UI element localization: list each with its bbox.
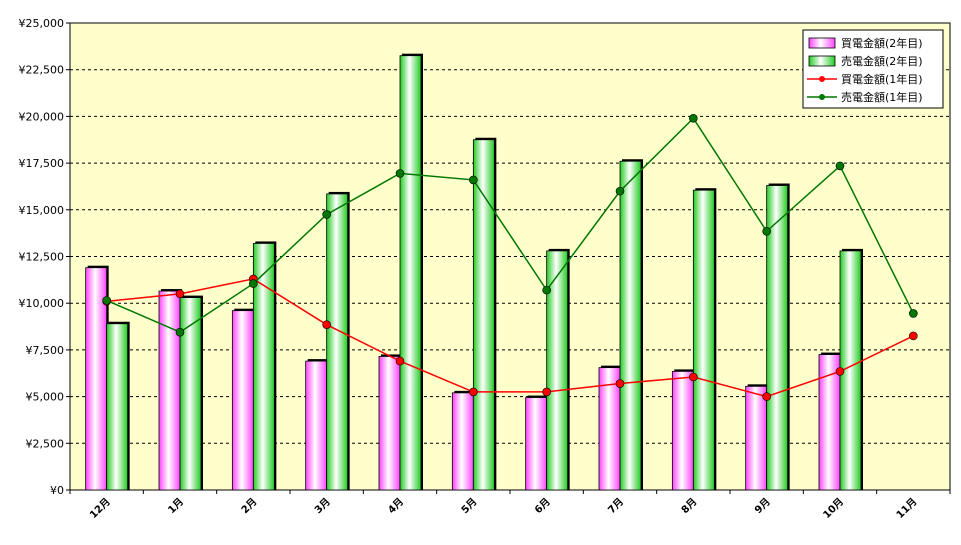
- bar-purchase-year2: [525, 397, 548, 491]
- y-tick-label: ¥5,000: [26, 391, 65, 404]
- y-tick-label: ¥22,500: [19, 64, 65, 77]
- bar-sale-year2: [692, 189, 715, 491]
- x-category-label: 8月: [679, 496, 699, 516]
- legend-marker: [819, 94, 825, 100]
- y-tick-label: ¥25,000: [19, 17, 65, 30]
- y-tick-label: ¥10,000: [19, 297, 65, 310]
- legend-marker: [819, 76, 825, 82]
- bar-sale-year2: [106, 323, 129, 491]
- x-category-label: 6月: [532, 496, 552, 516]
- bar-purchase-year2: [451, 392, 474, 491]
- bar-sale-year2: [619, 160, 642, 491]
- point-sale-year1: [615, 186, 625, 196]
- point-sale-year1: [469, 175, 478, 185]
- bar-purchase-year2: [671, 370, 694, 491]
- line-purchase-year1: [106, 278, 914, 398]
- x-category-label: 3月: [312, 496, 332, 516]
- y-axis-ticks: ¥0 ¥2,500 ¥5,000 ¥7,500 ¥10,000 ¥12,500 ¥15,00…: [19, 17, 70, 497]
- point-sale-year1: [835, 161, 845, 171]
- point-sale-year1: [909, 309, 918, 318]
- bar-purchase-year2: [378, 356, 401, 491]
- legend: 買電金額(2年目) 売電金額(2年目) 買電金額(1年目) 売電金額(1年目): [802, 29, 944, 109]
- point-sale-year1: [689, 113, 698, 123]
- bar-purchase-year2: [305, 360, 328, 491]
- bar-sale-year2: [179, 297, 202, 491]
- point-sale-year1: [762, 226, 771, 236]
- x-category-label: 10月: [821, 496, 846, 521]
- bar-series: [85, 53, 863, 491]
- bar-sale-year2: [252, 243, 275, 491]
- y-tick-label: ¥17,500: [19, 157, 65, 170]
- legend-label: 買電金額(2年目): [841, 36, 923, 50]
- legend-label: 売電金額(2年目): [841, 54, 923, 68]
- point-purchase-year1: [835, 367, 845, 376]
- y-tick-label: ¥0: [50, 484, 64, 497]
- y-tick-label: ¥20,000: [19, 110, 65, 123]
- y-tick-label: ¥15,000: [19, 204, 65, 217]
- line-sale-year1: [106, 117, 915, 334]
- point-sale-year1: [322, 210, 331, 219]
- point-purchase-year1: [469, 387, 478, 397]
- x-axis-ticks: 12月 1月 2月 3月 4月 5月 6月 7月 8月 9月 10月 11月: [69, 490, 951, 521]
- point-purchase-year1: [615, 379, 625, 388]
- legend-swatch: [808, 37, 836, 49]
- x-category-label: 11月: [894, 496, 919, 521]
- point-purchase-year1: [322, 320, 331, 329]
- point-purchase-year1: [689, 372, 698, 382]
- bar-purchase-year2: [745, 385, 768, 491]
- point-purchase-year1: [395, 356, 405, 366]
- line-series: [102, 113, 918, 401]
- bar-sale-year2: [546, 250, 569, 491]
- x-category-label: 12月: [87, 496, 112, 521]
- point-purchase-year1: [175, 289, 185, 299]
- x-category-label: 9月: [752, 496, 772, 516]
- bar-purchase-year2: [158, 290, 181, 491]
- x-category-label: 2月: [239, 496, 259, 516]
- point-sale-year1: [249, 279, 258, 288]
- bar-sale-year2: [766, 185, 789, 491]
- y-tick-label: ¥7,500: [26, 344, 65, 357]
- legend-label: 買電金額(1年目): [841, 72, 923, 86]
- point-purchase-year1: [762, 392, 771, 401]
- bar-sale-year2: [399, 55, 422, 491]
- y-tick-label: ¥2,500: [26, 437, 65, 450]
- x-category-label: 1月: [166, 496, 186, 516]
- x-category-label: 7月: [606, 496, 626, 516]
- bar-sale-year2: [472, 139, 495, 491]
- bar-sale-year2: [326, 193, 349, 491]
- bar-purchase-year2: [231, 310, 254, 491]
- legend-swatch: [808, 55, 836, 67]
- point-sale-year1: [175, 327, 185, 337]
- point-sale-year1: [102, 296, 111, 305]
- point-purchase-year1: [542, 387, 551, 397]
- legend-label: 売電金額(1年目): [841, 90, 923, 104]
- x-category-label: 5月: [459, 496, 479, 516]
- x-category-label: 4月: [386, 496, 406, 516]
- point-sale-year1: [395, 169, 405, 178]
- point-purchase-year1: [909, 331, 918, 341]
- point-sale-year1: [542, 285, 551, 295]
- y-tick-label: ¥12,500: [19, 251, 65, 264]
